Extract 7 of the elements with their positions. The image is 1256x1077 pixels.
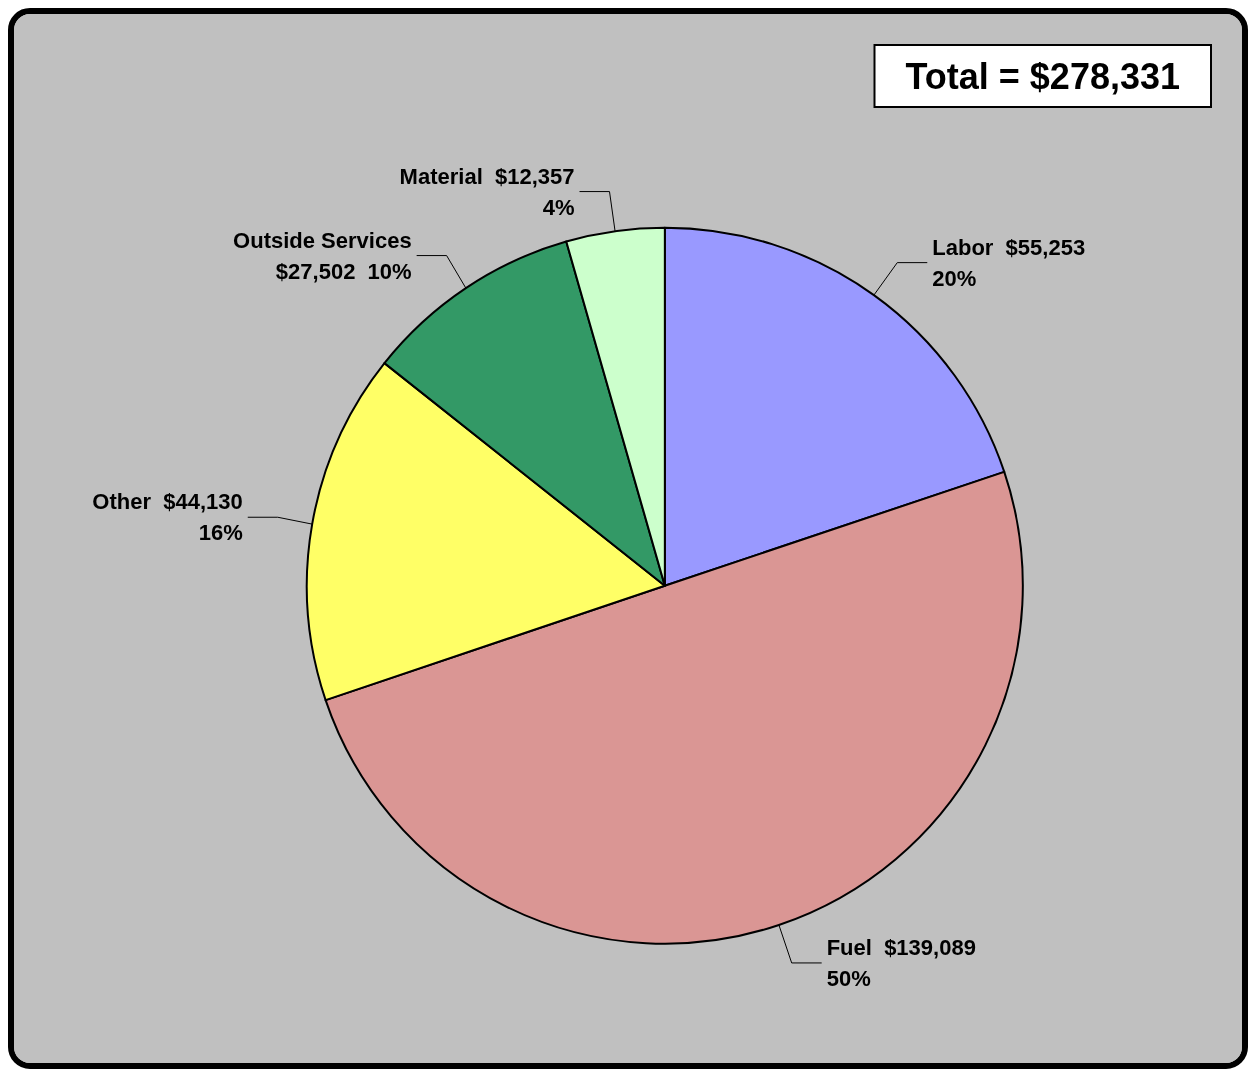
slice-label: Outside Services (233, 227, 412, 253)
slice-label: Labor $55,253 20% (932, 234, 1086, 291)
data-label: $27,502 10% (275, 258, 412, 284)
slice-label: Other $44,130 16% (92, 489, 243, 546)
text: Total = $278,331 (905, 55, 1180, 97)
slice-label: Fuel $139,089 50% (826, 934, 976, 991)
slice-label: Material $12,357 4% (399, 163, 575, 220)
